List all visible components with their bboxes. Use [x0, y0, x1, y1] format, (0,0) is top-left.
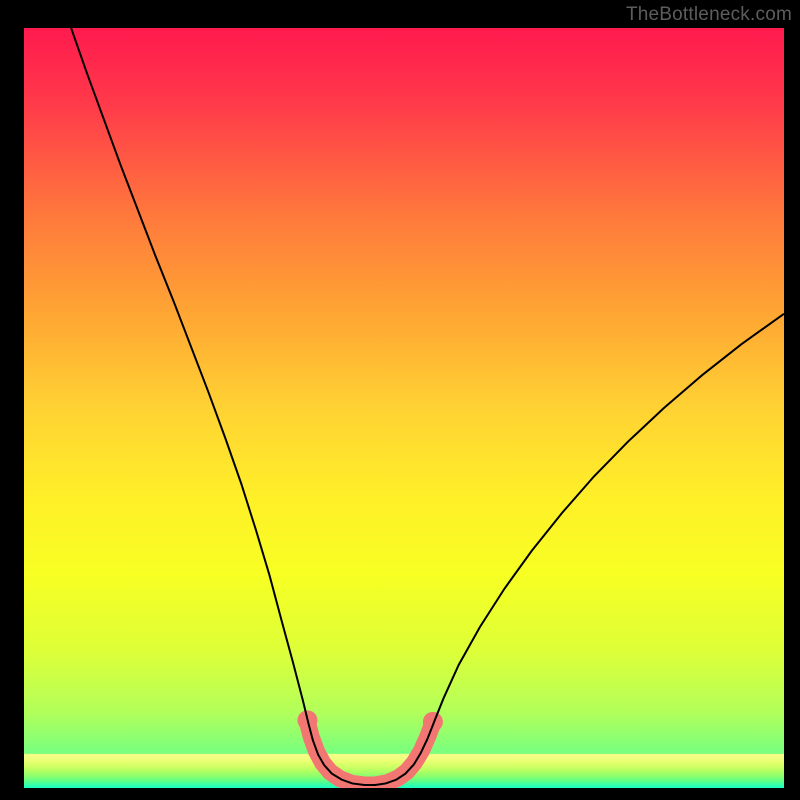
plot-area — [24, 28, 784, 788]
valley-knob — [423, 712, 443, 732]
bottleneck-chart-svg — [24, 28, 784, 788]
watermark-text: TheBottleneck.com — [626, 4, 792, 26]
chart-stage: TheBottleneck.com — [0, 0, 800, 800]
